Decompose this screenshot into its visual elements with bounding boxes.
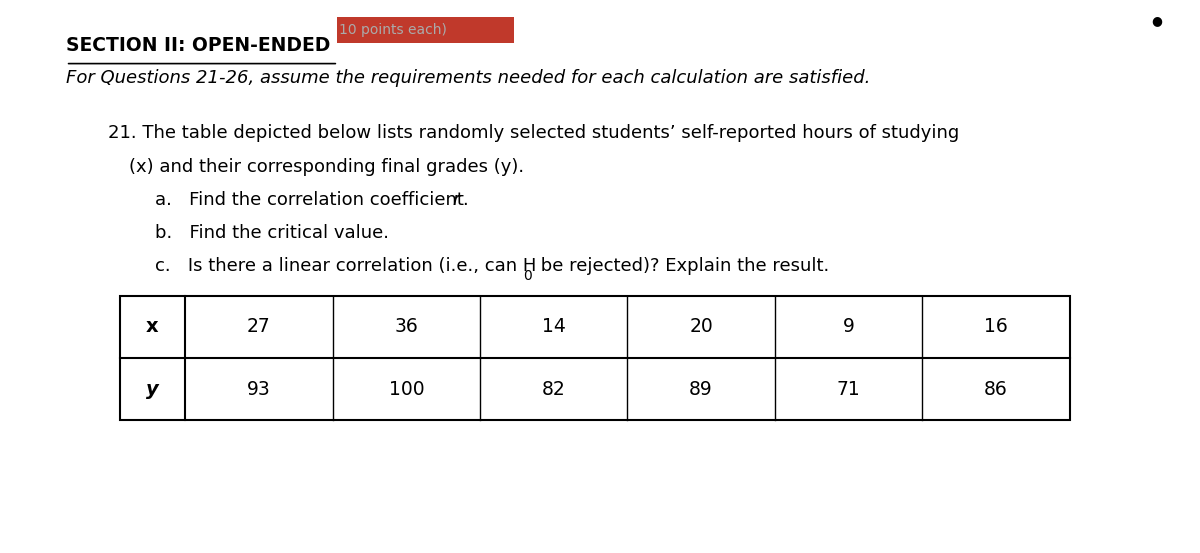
Text: y: y — [146, 380, 158, 399]
Text: 36: 36 — [395, 317, 418, 336]
Text: 16: 16 — [984, 317, 1008, 336]
Text: 89: 89 — [689, 380, 713, 399]
Text: 9: 9 — [842, 317, 854, 336]
Text: 93: 93 — [247, 380, 271, 399]
Text: 100: 100 — [389, 380, 424, 399]
Text: 0: 0 — [523, 269, 532, 283]
Text: For Questions 21-26, assume the requirements needed for each calculation are sat: For Questions 21-26, assume the requirem… — [66, 69, 870, 87]
Text: c.   Is there a linear correlation (i.e., can H: c. Is there a linear correlation (i.e., … — [155, 257, 536, 275]
Text: 86: 86 — [984, 380, 1008, 399]
FancyBboxPatch shape — [337, 17, 514, 43]
Text: b.   Find the critical value.: b. Find the critical value. — [155, 224, 389, 242]
Text: ●: ● — [1151, 14, 1162, 27]
Text: 14: 14 — [541, 317, 565, 336]
Text: 27: 27 — [247, 317, 271, 336]
Text: (x) and their corresponding final grades (y).: (x) and their corresponding final grades… — [130, 158, 524, 176]
Text: 82: 82 — [542, 380, 565, 399]
Text: r: r — [452, 191, 460, 209]
Text: SECTION II: OPEN-ENDED: SECTION II: OPEN-ENDED — [66, 36, 330, 55]
Text: 71: 71 — [836, 380, 860, 399]
Bar — [120, 296, 1069, 420]
Text: be rejected)? Explain the result.: be rejected)? Explain the result. — [535, 257, 829, 275]
Text: 21. The table depicted below lists randomly selected students’ self-reported hou: 21. The table depicted below lists rando… — [108, 124, 959, 143]
Text: x: x — [146, 317, 158, 336]
Text: a.   Find the correlation coefficient: a. Find the correlation coefficient — [155, 191, 470, 209]
Text: .: . — [462, 191, 468, 209]
Text: 10 points each): 10 points each) — [340, 23, 448, 37]
Text: 20: 20 — [689, 317, 713, 336]
